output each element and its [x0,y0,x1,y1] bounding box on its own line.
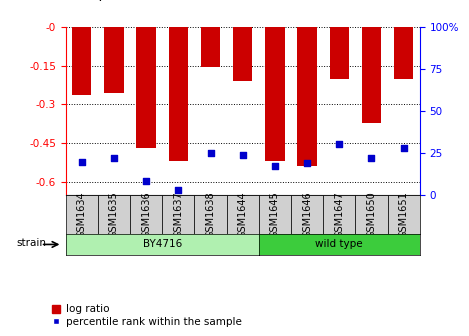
Point [335,142,343,147]
Text: GSM1646: GSM1646 [302,191,312,238]
Point [78,160,85,165]
FancyBboxPatch shape [259,195,291,234]
Text: GSM1636: GSM1636 [141,191,151,238]
Text: GSM1651: GSM1651 [399,191,408,238]
Point [400,145,408,151]
Text: GSM1634: GSM1634 [77,191,87,238]
FancyBboxPatch shape [130,195,162,234]
FancyBboxPatch shape [162,195,195,234]
Text: wild type: wild type [316,240,363,249]
Point [143,179,150,184]
Bar [72,27,91,95]
FancyBboxPatch shape [356,195,387,234]
Bar [330,27,349,79]
Text: GSM1635: GSM1635 [109,191,119,238]
Text: GSM1638: GSM1638 [205,191,216,238]
FancyBboxPatch shape [323,195,356,234]
Text: GSM1645: GSM1645 [270,191,280,238]
FancyBboxPatch shape [291,195,323,234]
FancyBboxPatch shape [227,195,259,234]
Bar [201,27,220,67]
Text: BY4716: BY4716 [143,240,182,249]
Text: GSM1647: GSM1647 [334,191,344,238]
Text: GSM1637: GSM1637 [174,191,183,238]
FancyBboxPatch shape [387,195,420,234]
Bar [362,27,381,123]
Point [207,150,214,156]
Point [303,160,311,166]
Bar [169,27,188,161]
Bar [265,27,285,161]
Bar [136,27,156,149]
Text: GSM1650: GSM1650 [366,191,377,238]
FancyBboxPatch shape [195,195,227,234]
Point [368,155,375,161]
Bar [104,27,124,93]
FancyBboxPatch shape [66,195,98,234]
Text: GSM1644: GSM1644 [238,191,248,238]
Bar [233,27,252,81]
Text: GDS94 / 2051: GDS94 / 2051 [42,0,148,3]
Legend: log ratio, percentile rank within the sample: log ratio, percentile rank within the sa… [52,304,242,327]
Point [110,155,118,161]
FancyBboxPatch shape [98,195,130,234]
Bar [394,27,413,79]
Point [271,164,279,169]
Text: strain: strain [16,238,46,248]
Point [239,152,246,157]
Point [174,187,182,193]
Bar [297,27,317,166]
